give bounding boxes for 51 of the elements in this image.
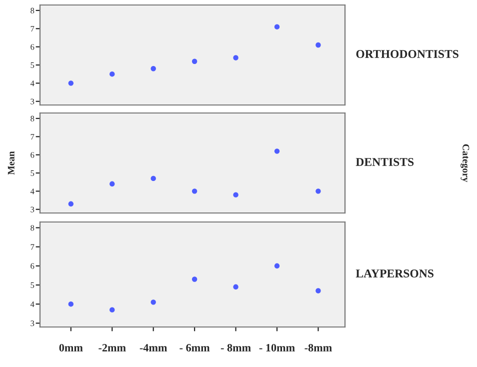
- y2-axis-title: DENTISTS: [356, 158, 414, 166]
- y2-axis-title: LAYPERSONS: [356, 270, 434, 278]
- text: Category: [460, 144, 470, 182]
- point: [316, 42, 321, 48]
- y-tick-label: 4: [30, 188, 34, 194]
- y-tick-label: 5: [30, 170, 34, 176]
- y-tick-label: 4: [30, 80, 34, 86]
- y-tick-label: 8: [30, 116, 34, 122]
- point: [316, 288, 321, 294]
- point: [192, 276, 198, 282]
- x-tick-label: -8mm: [304, 344, 332, 352]
- point: [233, 284, 238, 290]
- x-tick-label: - 6mm: [180, 344, 210, 352]
- y-tick-label: 6: [30, 152, 34, 158]
- point: [110, 181, 115, 187]
- point: [68, 301, 74, 307]
- point: [110, 307, 115, 312]
- point: [68, 80, 74, 86]
- point: [233, 55, 238, 60]
- y-tick-label: 5: [30, 282, 34, 288]
- point: [274, 24, 280, 30]
- y-tick-label: 7: [30, 244, 34, 250]
- x-tick-label: -2mm: [98, 344, 126, 352]
- y-axis-title: Mean: [8, 151, 14, 175]
- y-tick-label: 3: [30, 320, 34, 326]
- y-tick-label: 3: [30, 98, 34, 104]
- y-tick-label: 8: [30, 225, 34, 231]
- y-tick-label: 7: [30, 26, 34, 32]
- y-tick-label: 5: [30, 62, 34, 68]
- point: [68, 201, 74, 207]
- point: [150, 300, 156, 305]
- y-tick-label: 3: [30, 206, 34, 212]
- y-tick-label: 6: [30, 44, 34, 50]
- point: [150, 176, 156, 182]
- point: [150, 66, 156, 72]
- x-tick-label: - 8mm: [220, 344, 251, 352]
- point: [192, 188, 198, 194]
- x-tick-label: -4mm: [140, 344, 168, 352]
- y-tick-label: 7: [30, 134, 34, 140]
- x-tick-label: - 10mm: [259, 344, 295, 352]
- point: [316, 188, 321, 194]
- point: [110, 71, 115, 77]
- point: [192, 58, 198, 64]
- x-tick-label: 0mm: [59, 344, 83, 352]
- point: [274, 148, 280, 154]
- y-tick-label: 4: [30, 301, 34, 307]
- y2-axis-title: ORTHODONTISTS: [356, 50, 458, 58]
- point: [233, 192, 238, 198]
- point: [274, 263, 280, 269]
- y-tick-label: 6: [30, 263, 34, 269]
- y-tick-label: 8: [30, 8, 34, 14]
